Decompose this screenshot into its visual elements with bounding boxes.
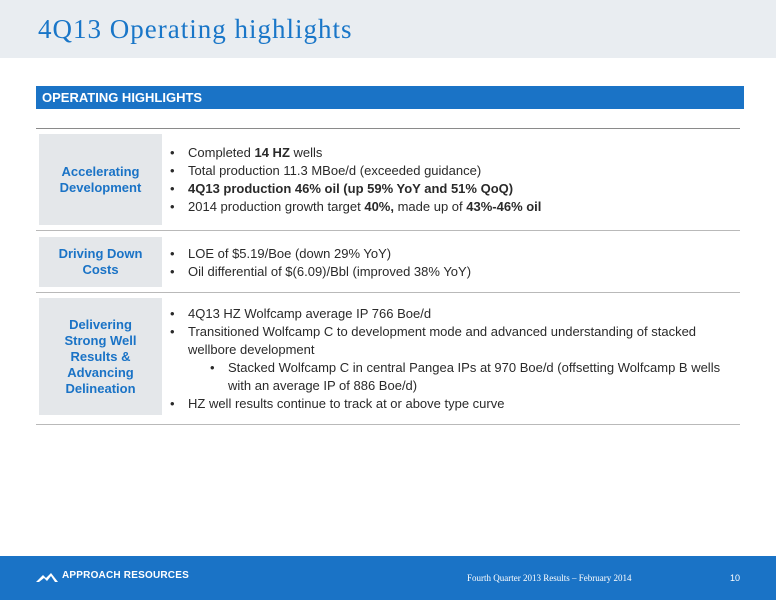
- bullet-item: 4Q13 HZ Wolfcamp average IP 766 Boe/d: [170, 305, 740, 323]
- row-label-delivering-strong-well-results: Delivering Strong Well Results & Advanci…: [39, 298, 162, 415]
- sub-bullet-item: Stacked Wolfcamp C in central Pangea IPs…: [170, 359, 740, 395]
- divider: [36, 230, 740, 231]
- bullet-item: Completed 14 HZ wells: [170, 144, 740, 162]
- section-heading: OPERATING HIGHLIGHTS: [42, 90, 203, 105]
- row-label-line: Driving Down: [58, 246, 143, 261]
- bullet-item: Total production 11.3 MBoe/d (exceeded g…: [170, 162, 740, 180]
- bullet-list-accelerating-development: Completed 14 HZ wells Total production 1…: [170, 144, 740, 216]
- row-label-line: Advancing: [67, 364, 134, 380]
- row-label-line: Delivering: [69, 316, 132, 332]
- bullet-item: 2014 production growth target 40%, made …: [170, 198, 740, 216]
- row-label-line: Strong Well: [64, 332, 137, 348]
- row-label-line: Results &: [70, 348, 131, 364]
- row-label-line: Delineation: [65, 380, 136, 396]
- footer-bar: APPROACH RESOURCES Fourth Quarter 2013 R…: [0, 556, 776, 600]
- row-label-accelerating-development: Accelerating Development: [39, 134, 162, 225]
- mountain-logo-icon: [36, 573, 58, 582]
- bullet-item: Transitioned Wolfcamp C to development m…: [170, 323, 740, 359]
- row-label-line: Development: [59, 179, 142, 195]
- row-label-line: Costs: [82, 262, 119, 277]
- bullet-list-driving-down-costs: LOE of $5.19/Boe (down 29% YoY) Oil diff…: [170, 245, 740, 281]
- divider-bottom: [36, 424, 740, 425]
- bullet-item: LOE of $5.19/Boe (down 29% YoY): [170, 245, 740, 263]
- company-name: APPROACH RESOURCES: [62, 570, 189, 581]
- row-label-line: Accelerating: [61, 163, 140, 179]
- header-band: [0, 0, 776, 58]
- bullet-item: HZ well results continue to track at or …: [170, 395, 740, 413]
- row-label-driving-down-costs: Driving Down Costs: [39, 237, 162, 287]
- footer-caption: Fourth Quarter 2013 Results – February 2…: [467, 573, 632, 583]
- section-header-bar: OPERATING HIGHLIGHTS: [36, 86, 744, 109]
- page-number: 10: [730, 573, 741, 583]
- bullet-item: Oil differential of $(6.09)/Bbl (improve…: [170, 263, 740, 281]
- divider: [36, 292, 740, 293]
- page-title: 4Q13 Operating highlights: [38, 14, 353, 44]
- divider-top: [36, 128, 740, 129]
- bullet-item: 4Q13 production 46% oil (up 59% YoY and …: [170, 180, 740, 198]
- bullet-list-delivering-results: 4Q13 HZ Wolfcamp average IP 766 Boe/d Tr…: [170, 305, 740, 413]
